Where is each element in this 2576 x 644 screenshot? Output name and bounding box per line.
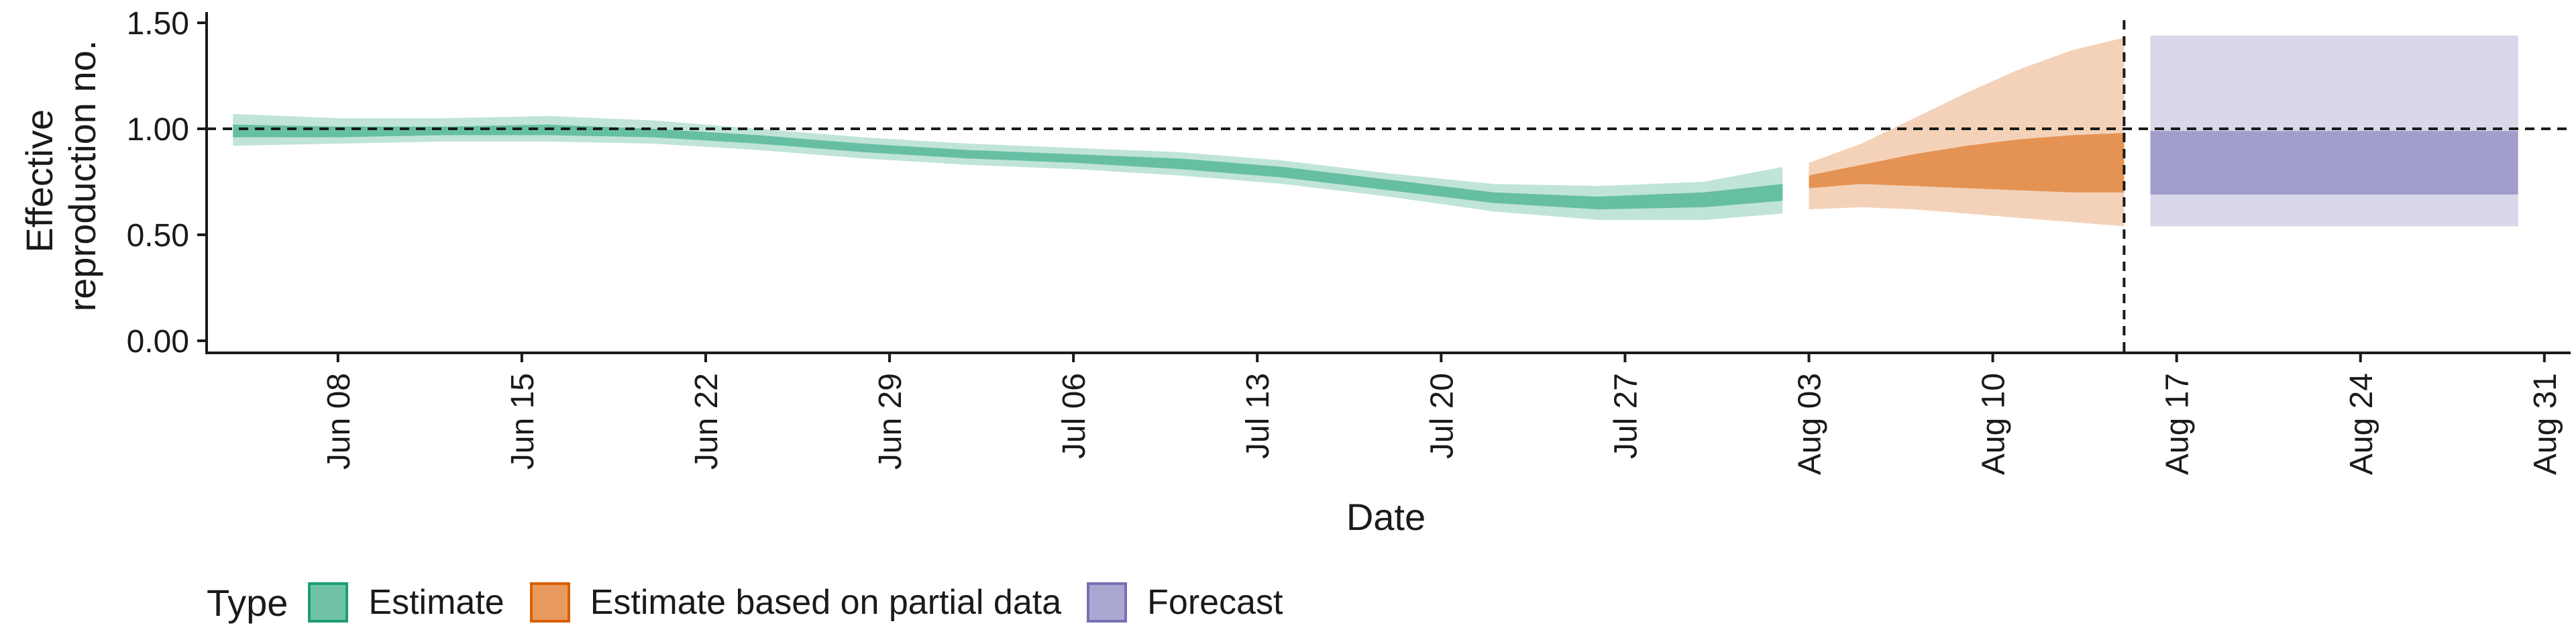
x-tick-label: Jul 27: [1608, 373, 1644, 459]
x-tick-label: Jul 20: [1424, 373, 1460, 459]
x-tick-label: Jun 22: [689, 373, 724, 470]
x-tick-label: Aug 24: [2344, 373, 2379, 475]
y-axis-label-line-1: Effective: [18, 109, 60, 253]
x-tick-label: Aug 17: [2160, 373, 2196, 475]
legend-key-estimate: [308, 582, 349, 623]
y-tick-label: 0.00: [127, 324, 189, 360]
x-tick-label: Jun 15: [505, 373, 541, 470]
x-tick-label: Jul 13: [1240, 373, 1276, 459]
legend-item-estimate: Estimate: [308, 582, 504, 623]
y-axis-ticks: 0.00 0.50 1.00 1.50: [127, 6, 207, 360]
band-outer-estimate: [233, 113, 1783, 220]
x-tick-label: Aug 31: [2528, 373, 2563, 475]
legend-label-estimate: Estimate: [368, 583, 504, 622]
x-axis-ticks: Jun 08 Jun 15 Jun 22 Jun 29 Jul 06 Jul 13 Jul …: [321, 353, 2563, 475]
band-inner-estimate: [233, 124, 1783, 210]
band-inner-forecast: [2150, 131, 2518, 195]
legend-item-forecast: Forecast: [1087, 582, 1283, 623]
legend-label-forecast: Forecast: [1147, 583, 1283, 622]
x-axis-label: Date: [1346, 496, 1426, 538]
x-tick-label: Aug 10: [1976, 373, 2012, 475]
legend-key-partial: [529, 582, 570, 623]
legend-key-forecast: [1087, 582, 1128, 623]
x-tick-label: Jun 29: [873, 373, 908, 470]
legend-label-partial: Estimate based on partial data: [590, 583, 1062, 622]
x-tick-label: Jul 06: [1057, 373, 1092, 459]
x-tick-label: Jun 08: [321, 373, 357, 470]
band-outer-estimate-based-on-partial-data: [1809, 38, 2125, 227]
legend-title: Type: [207, 581, 288, 624]
y-tick-label: 0.50: [127, 218, 189, 254]
y-axis-label-line-2: reproduction no.: [61, 40, 103, 312]
y-tick-label: 1.00: [127, 112, 189, 148]
reference-lines: [207, 20, 2571, 353]
x-tick-label: Aug 03: [1792, 373, 1828, 475]
y-axis-label: Effective reproduction no.: [18, 40, 103, 312]
chart-bands: [233, 36, 2518, 227]
legend: Type Estimate Estimate based on partial …: [207, 576, 1308, 629]
y-tick-label: 1.50: [127, 6, 189, 42]
legend-item-partial: Estimate based on partial data: [529, 582, 1062, 623]
band-inner-estimate-based-on-partial-data: [1809, 133, 2125, 193]
